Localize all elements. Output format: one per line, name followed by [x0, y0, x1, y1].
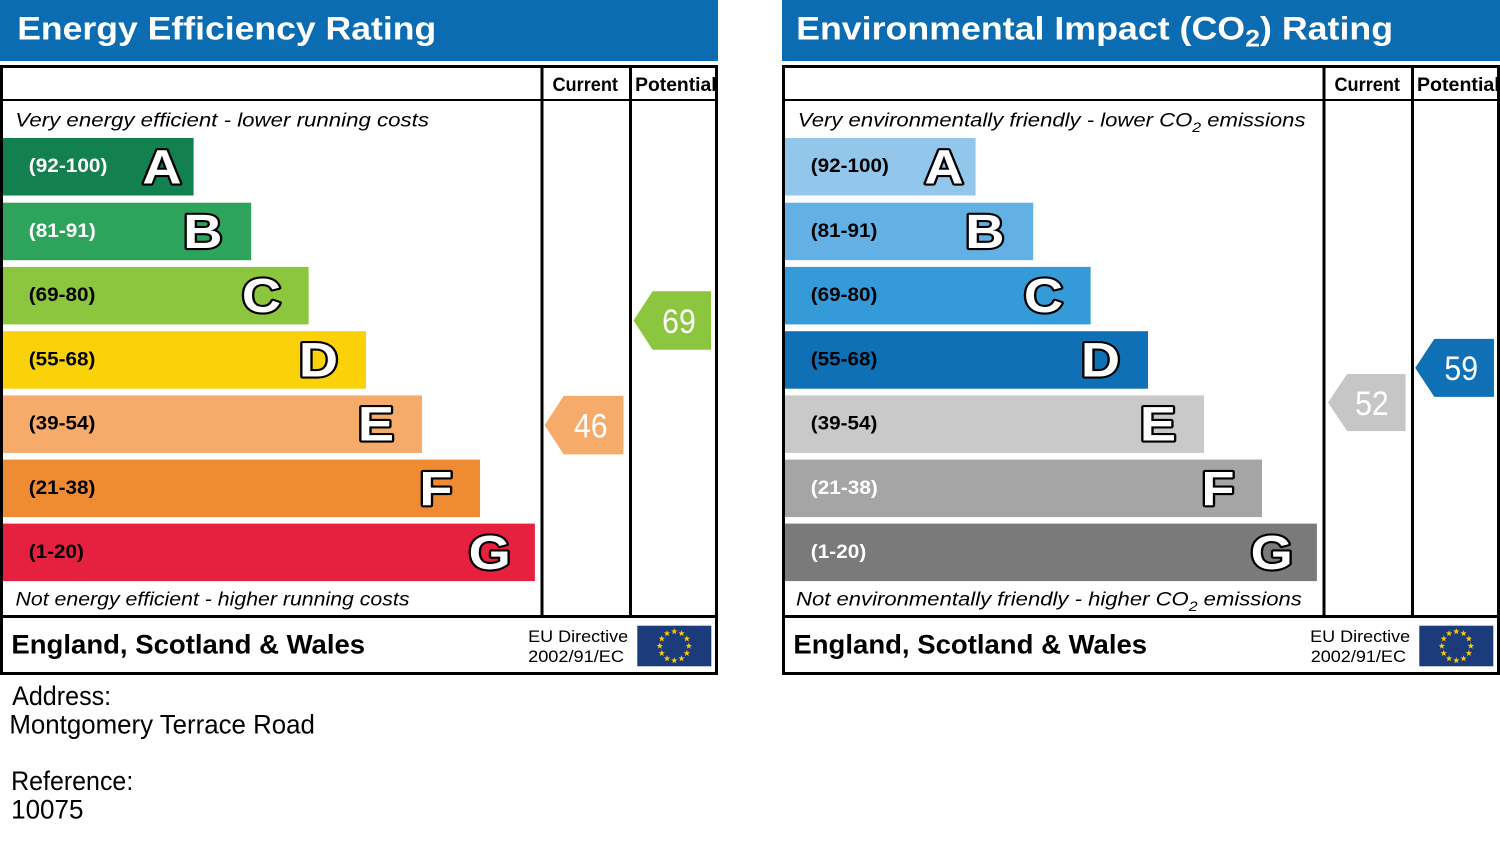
svg-text:52: 52 — [1355, 384, 1389, 422]
svg-text:C: C — [242, 269, 281, 322]
svg-text:(81-91): (81-91) — [811, 221, 878, 242]
svg-text:G: G — [469, 526, 511, 579]
svg-text:Energy Efficiency Rating: Energy Efficiency Rating — [17, 11, 436, 47]
svg-text:(1-20): (1-20) — [29, 542, 84, 563]
svg-text:Environmental Impact (CO2) Rat: Environmental Impact (CO2) Rating — [796, 11, 1393, 52]
svg-text:D: D — [299, 333, 338, 386]
svg-text:(21-38): (21-38) — [29, 478, 96, 499]
svg-text:59: 59 — [1444, 350, 1478, 388]
svg-text:2002/91/EC: 2002/91/EC — [1311, 647, 1406, 666]
svg-text:B: B — [965, 205, 1004, 258]
svg-text:A: A — [924, 140, 963, 193]
svg-text:(69-80): (69-80) — [29, 285, 96, 306]
svg-text:(92-100): (92-100) — [29, 156, 108, 177]
svg-text:(39-54): (39-54) — [811, 413, 878, 434]
svg-text:10075: 10075 — [11, 794, 83, 825]
svg-text:Potential: Potential — [1417, 75, 1500, 96]
svg-text:(92-100): (92-100) — [811, 156, 889, 177]
svg-text:Address:: Address: — [12, 680, 111, 711]
svg-text:G: G — [1251, 526, 1293, 579]
svg-text:E: E — [1140, 398, 1176, 451]
svg-text:(69-80): (69-80) — [811, 285, 878, 306]
svg-text:(21-38): (21-38) — [811, 478, 878, 499]
svg-text:(1-20): (1-20) — [811, 542, 866, 563]
svg-text:(81-91): (81-91) — [29, 221, 96, 242]
svg-text:69: 69 — [662, 302, 696, 340]
svg-text:Very energy efficient - lower: Very energy efficient - lower running co… — [15, 110, 429, 131]
svg-text:Current: Current — [552, 74, 617, 95]
svg-text:Potential: Potential — [635, 75, 717, 96]
svg-text:B: B — [183, 205, 222, 258]
svg-text:Montgomery Terrace Road: Montgomery Terrace Road — [9, 709, 315, 740]
svg-text:A: A — [142, 140, 181, 193]
svg-text:(55-68): (55-68) — [29, 349, 96, 370]
svg-text:(55-68): (55-68) — [811, 349, 878, 370]
svg-text:D: D — [1081, 333, 1120, 386]
svg-text:EU Directive: EU Directive — [1310, 627, 1410, 646]
svg-text:Reference:: Reference: — [11, 765, 133, 796]
svg-text:46: 46 — [574, 407, 608, 445]
svg-text:England, Scotland & Wales: England, Scotland & Wales — [793, 629, 1147, 660]
svg-text:(39-54): (39-54) — [29, 413, 96, 434]
svg-text:EU Directive: EU Directive — [528, 627, 628, 646]
svg-text:F: F — [419, 462, 452, 515]
svg-text:Current: Current — [1334, 74, 1399, 95]
svg-text:2002/91/EC: 2002/91/EC — [528, 647, 624, 666]
svg-text:C: C — [1024, 269, 1063, 322]
svg-text:F: F — [1201, 462, 1234, 515]
svg-text:Not energy efficient - higher: Not energy efficient - higher running co… — [16, 589, 410, 610]
svg-text:E: E — [358, 398, 394, 451]
svg-text:England, Scotland & Wales: England, Scotland & Wales — [11, 629, 365, 660]
